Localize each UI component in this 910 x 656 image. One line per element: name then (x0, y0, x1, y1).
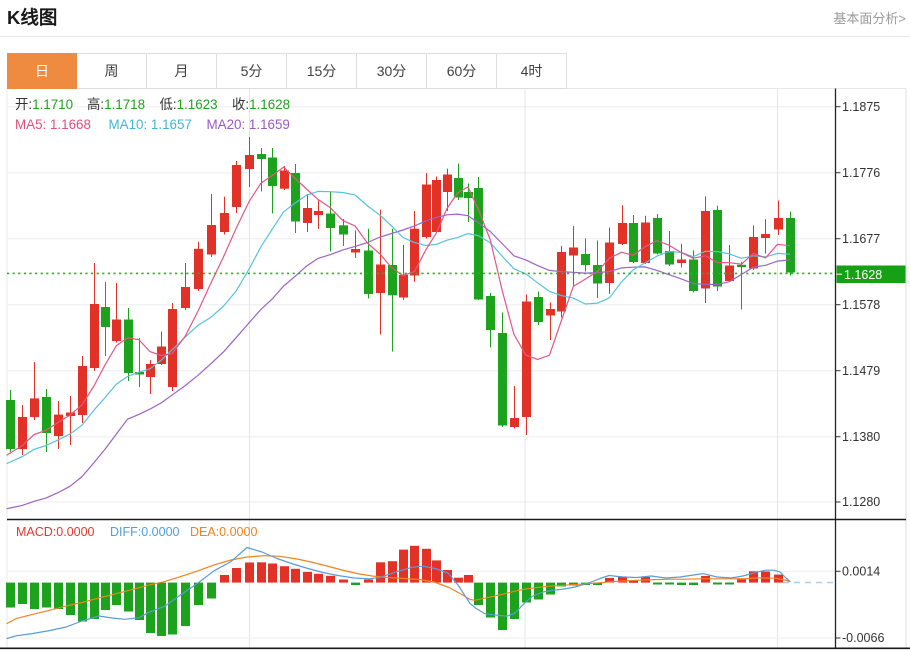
svg-text:MACD:0.0000: MACD:0.0000 (16, 525, 95, 539)
svg-text:1.1628: 1.1628 (844, 268, 882, 282)
svg-text:MA5: 1.1668 MA10: 1.1657 MA2: MA5: 1.1668 MA10: 1.1657 MA20: 1.1659 (15, 117, 290, 132)
svg-text:DIFF:0.0000: DIFF:0.0000 (110, 525, 180, 539)
svg-text:DEA:0.0000: DEA:0.0000 (190, 525, 257, 539)
svg-text:-0.0066: -0.0066 (842, 631, 884, 645)
svg-text:1.1776: 1.1776 (842, 166, 880, 180)
svg-text:1.1479: 1.1479 (842, 364, 880, 378)
svg-text:0.0014: 0.0014 (842, 565, 880, 579)
svg-text:1.1677: 1.1677 (842, 232, 880, 246)
svg-text:1.1578: 1.1578 (842, 298, 880, 312)
svg-text:1.1875: 1.1875 (842, 100, 880, 114)
svg-text:1.1280: 1.1280 (842, 495, 880, 509)
svg-text:1.1380: 1.1380 (842, 430, 880, 444)
